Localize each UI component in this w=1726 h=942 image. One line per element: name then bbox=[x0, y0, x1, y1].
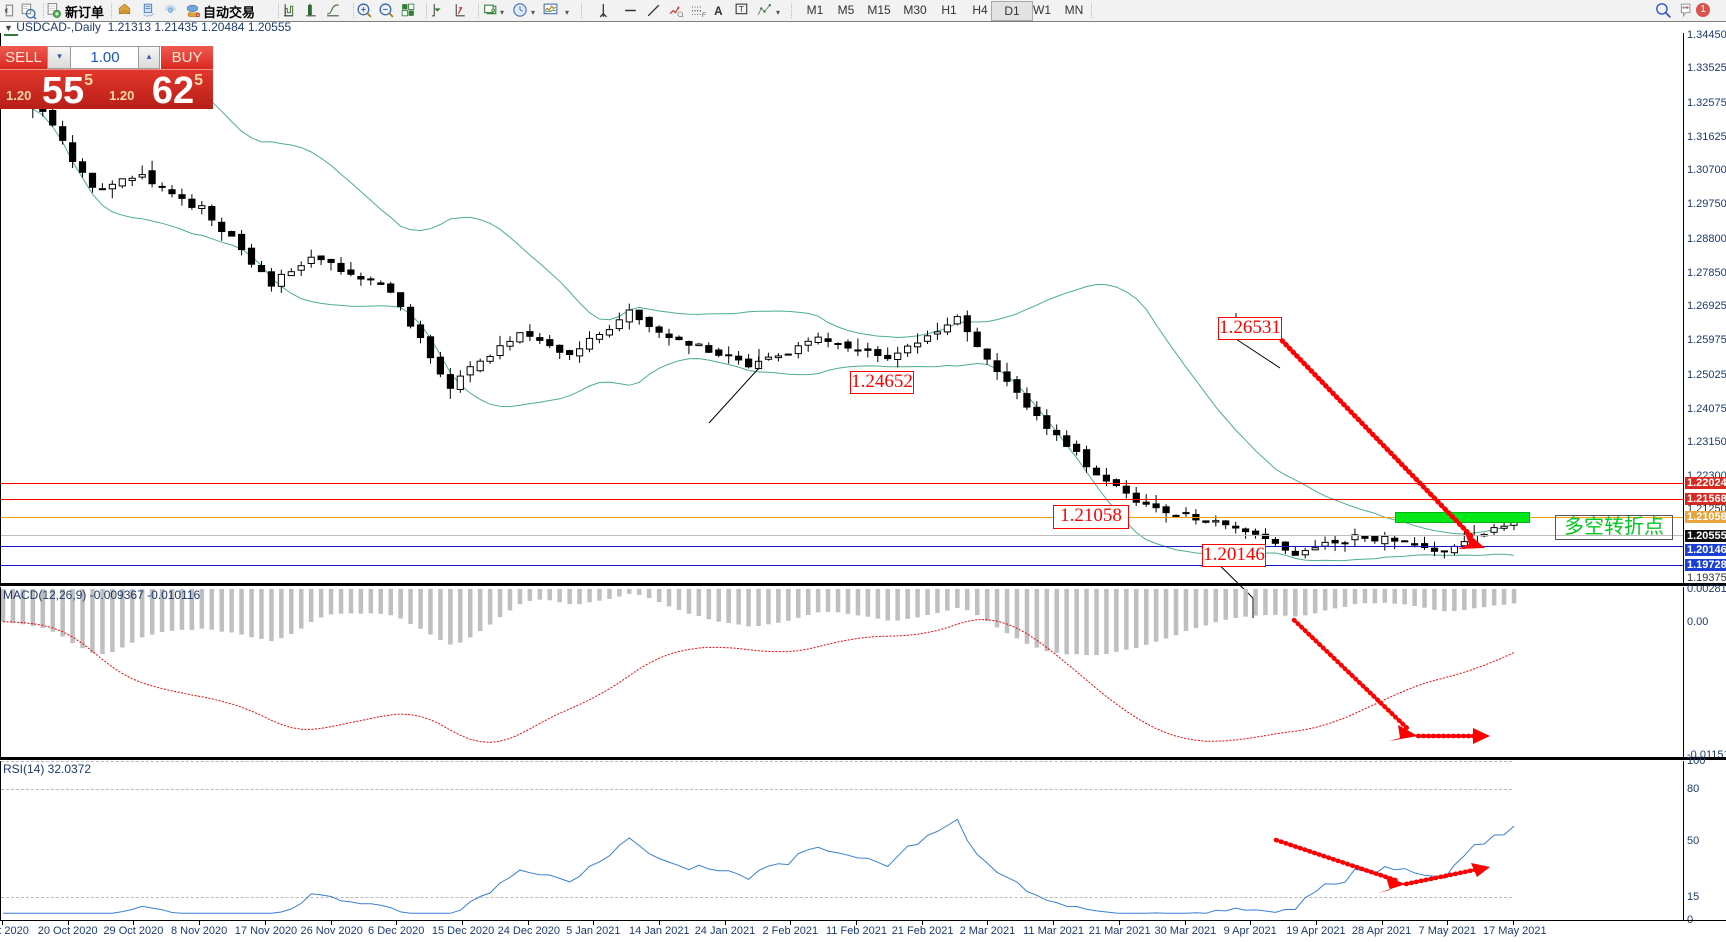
svg-text:A: A bbox=[714, 5, 723, 18]
svg-text:F: F bbox=[702, 12, 707, 19]
svg-text:T: T bbox=[739, 4, 744, 14]
svg-text:::::: :::: bbox=[691, 4, 702, 15]
